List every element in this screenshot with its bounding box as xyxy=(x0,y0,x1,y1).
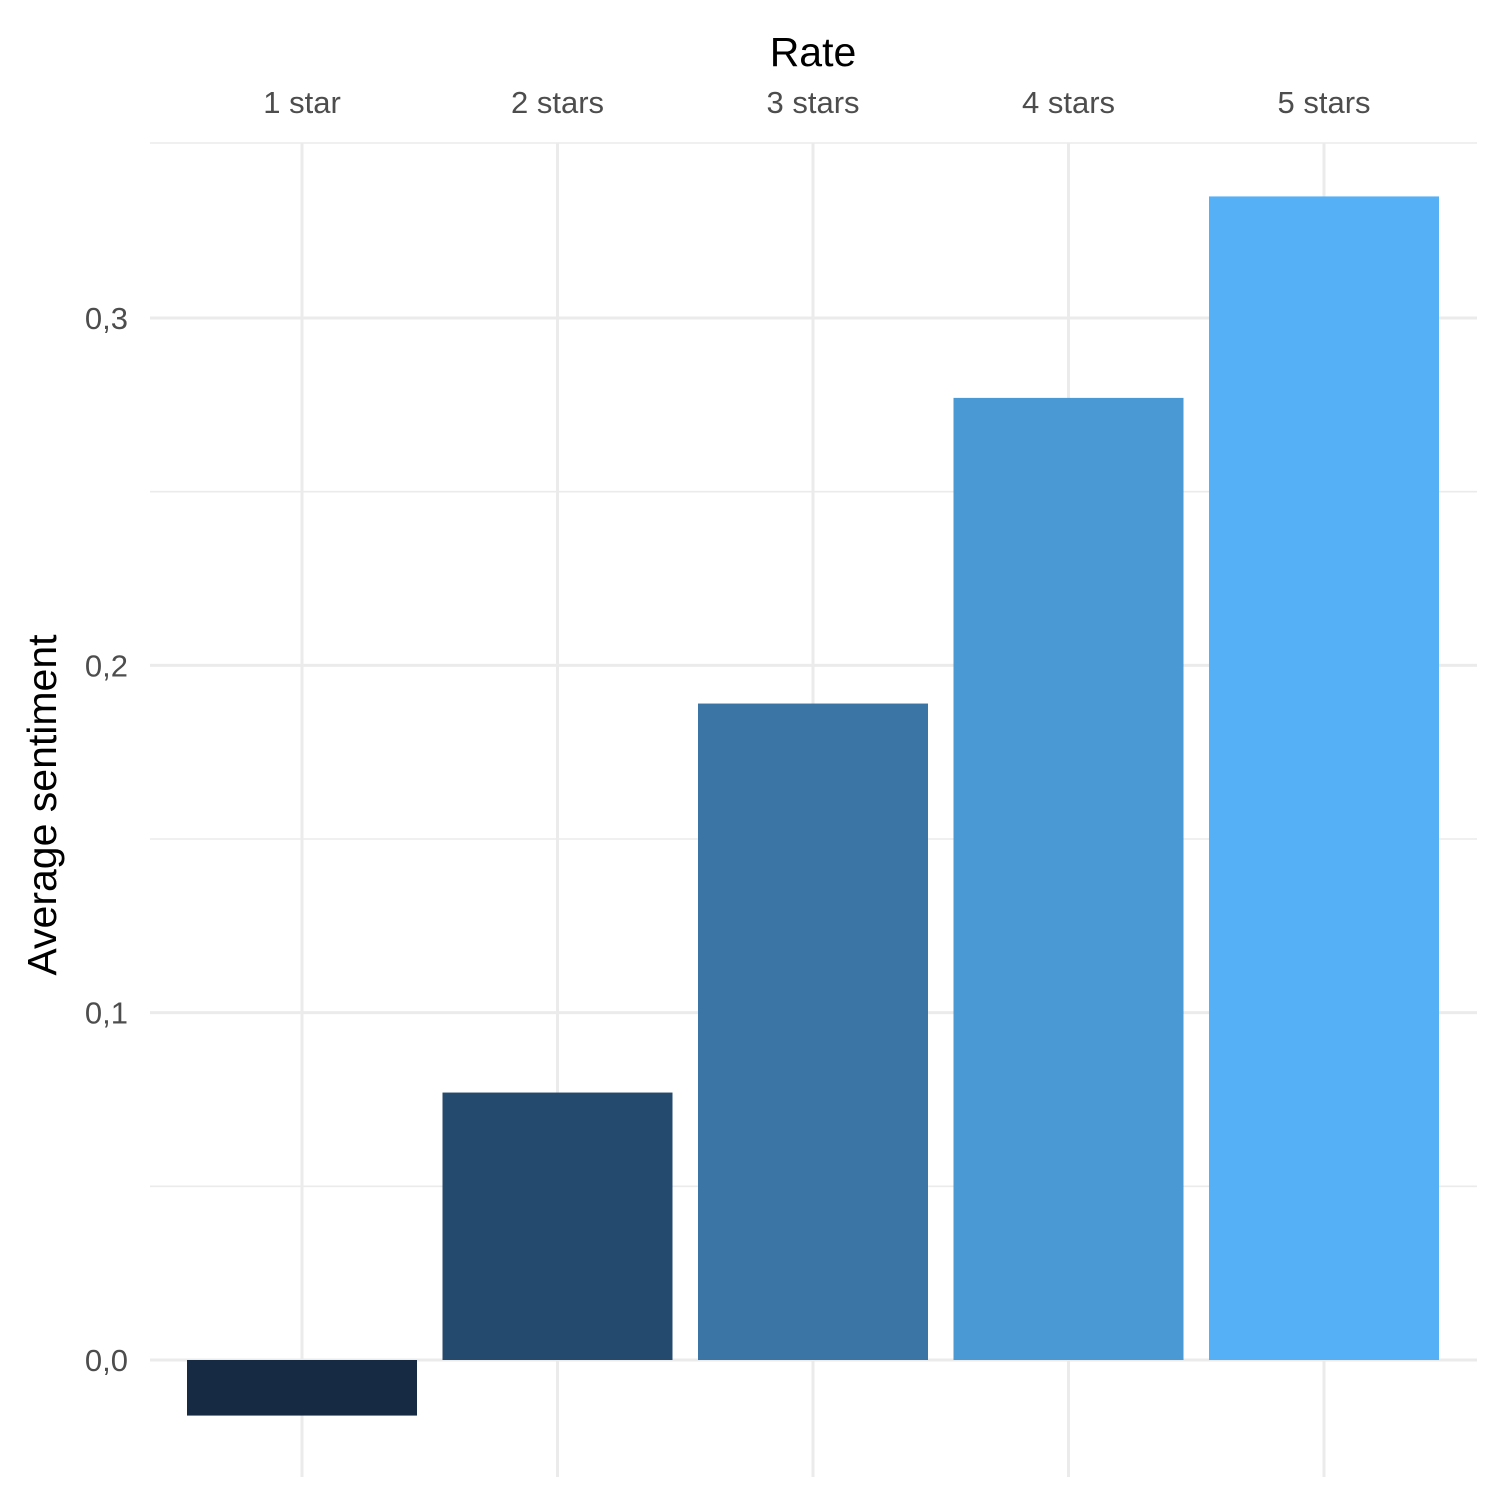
x-axis-title: Rate xyxy=(770,29,857,75)
y-tick-label: 0,0 xyxy=(85,1343,128,1378)
x-tick-label: 5 stars xyxy=(1277,85,1370,120)
x-tick-label: 3 stars xyxy=(766,85,859,120)
y-tick-labels: 0,0 0,1 0,2 0,3 xyxy=(85,301,128,1378)
y-axis-title: Average sentiment xyxy=(19,634,65,976)
bar xyxy=(698,703,928,1360)
bar xyxy=(953,397,1184,1360)
bar xyxy=(187,1360,417,1416)
y-tick-label: 0,2 xyxy=(85,648,128,683)
y-tick-label: 0,1 xyxy=(85,996,128,1031)
bar xyxy=(1209,196,1439,1360)
x-tick-label: 2 stars xyxy=(511,85,604,120)
bar xyxy=(442,1092,673,1360)
bars xyxy=(187,196,1439,1416)
x-tick-label: 4 stars xyxy=(1022,85,1115,120)
y-tick-label: 0,3 xyxy=(85,301,128,336)
x-tick-labels: 1 star 2 stars 3 stars 4 stars 5 stars xyxy=(263,85,1370,120)
x-tick-label: 1 star xyxy=(263,85,341,120)
